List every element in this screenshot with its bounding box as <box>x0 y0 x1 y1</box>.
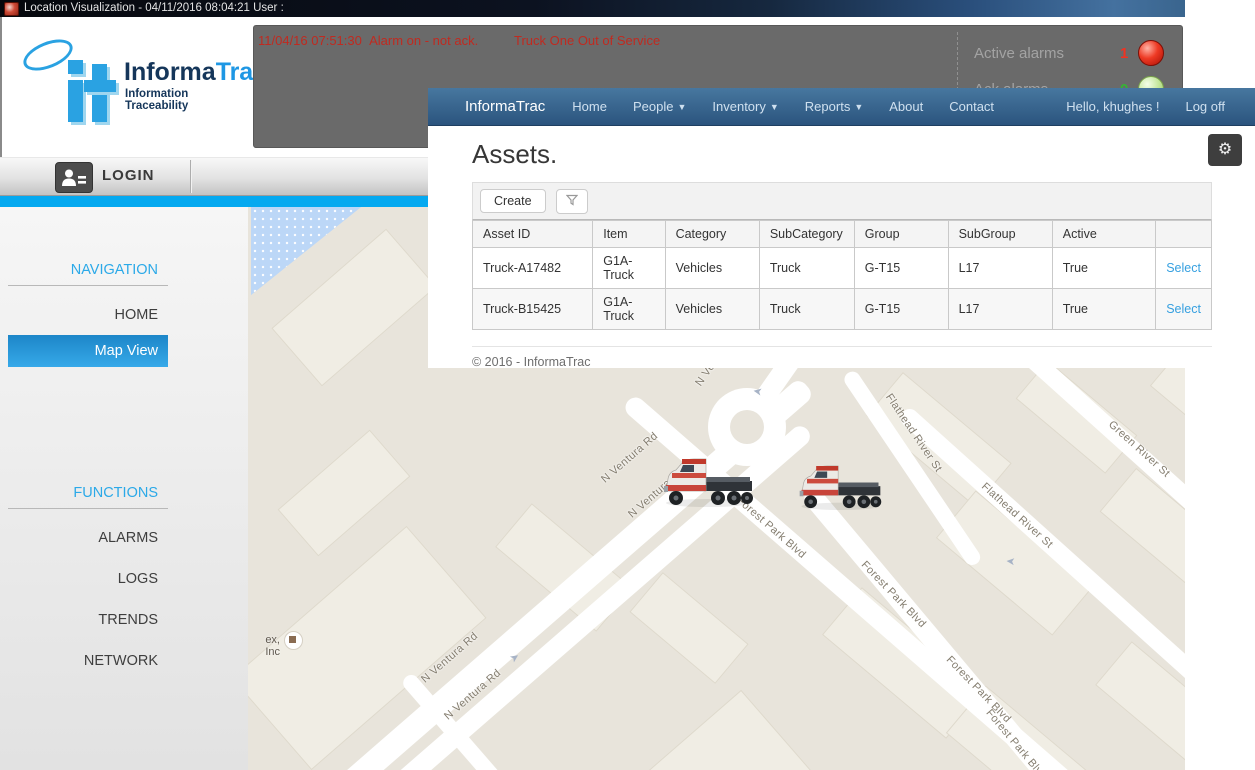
assets-page: Assets. Create Asset ID Item Category SubCa… <box>471 125 1212 369</box>
table-header-cell: SubGroup <box>947 220 1053 248</box>
navbar-menu-item[interactable]: Home▼ <box>572 99 607 114</box>
active-alarms-led-red <box>1138 40 1164 66</box>
active-alarms-count: 1 <box>1120 45 1129 62</box>
select-link[interactable]: Select <box>1166 261 1201 275</box>
navbar-brand[interactable]: InformaTrac <box>465 98 546 115</box>
filter-funnel-icon <box>565 194 579 206</box>
sidebar-nav-item[interactable]: HOME <box>114 307 159 323</box>
logo-brand-text: InformaTrac <box>124 58 268 86</box>
alarm-entry[interactable]: 11/04/16 07:51:30 Alarm on - not ack. Tr… <box>258 33 660 48</box>
sidebar: NAVIGATION HOME Map View FUNCTIONS ALARMS… <box>0 207 248 770</box>
navbar-menu-item[interactable]: Reports ▼ <box>804 99 864 114</box>
informatrac-logo: InformaTrac Information Traceability <box>10 33 267 134</box>
sidebar-section-navigation: NAVIGATION HOME Map View <box>6 262 168 367</box>
poi-marker[interactable] <box>284 631 303 650</box>
caret-down-icon: ▼ <box>677 102 687 112</box>
sidebar-function-item[interactable]: TRENDS <box>98 612 158 628</box>
sidebar-header-navigation: NAVIGATION <box>70 262 158 278</box>
caret-down-icon: ▼ <box>854 102 864 112</box>
table-header-cell: Asset ID <box>471 220 594 248</box>
table-header-cell <box>1155 220 1212 248</box>
map-building <box>1015 360 1138 474</box>
table-header-cell: SubCategory <box>758 220 855 248</box>
create-button[interactable]: Create <box>480 189 546 213</box>
sidebar-nav-item[interactable]: Map View <box>8 335 168 367</box>
map-building <box>629 572 749 684</box>
filter-button[interactable] <box>555 189 588 214</box>
gear-icon: ⚙ <box>1217 141 1233 158</box>
app-title-bar: Location Visualization - 04/11/2016 08:0… <box>0 0 1185 17</box>
alarm-panel-divider <box>957 32 958 140</box>
footer-rule <box>472 346 1212 347</box>
page-footer: © 2016 - InformaTrac <box>472 346 1212 369</box>
navbar-menu: Home▼ People▼ Inventory▼ Reports▼ About▼ Cont… <box>559 99 1007 114</box>
truck-marker[interactable] <box>796 464 884 512</box>
sidebar-header-functions: FUNCTIONS <box>73 485 158 501</box>
login-id-card-icon <box>55 162 93 193</box>
assets-toolbar: Create <box>472 182 1212 220</box>
navbar-menu-item[interactable]: Contact▼ <box>949 99 995 114</box>
assets-table: Asset ID Item Category SubCategory Group SubG… <box>471 220 1212 330</box>
table-row: Truck-B15425 G1A-Truck Vehicles Truck G-… <box>471 288 1212 330</box>
sidebar-function-item[interactable]: ALARMS <box>98 530 158 546</box>
alarm-entry-source: Truck One Out of Service <box>514 33 661 48</box>
table-header-cell: Category <box>664 220 760 248</box>
user-greeting-link[interactable]: Hello, khughes ! <box>1066 99 1160 114</box>
street-label: N Ventura Rd <box>599 429 661 486</box>
navbar-menu-item[interactable]: Inventory ▼ <box>712 99 779 114</box>
truck-marker[interactable] <box>660 457 756 509</box>
map-building <box>543 689 815 770</box>
alarm-entry-time-message: 11/04/16 07:51:30 Alarm on - not ack. <box>258 33 479 48</box>
sidebar-function-item[interactable]: LOGS <box>117 571 158 587</box>
table-header-cell: Item <box>592 220 666 248</box>
app-window-icon <box>4 2 19 16</box>
web-navbar: InformaTrac Home▼ People▼ Inventory▼ Report… <box>428 88 1255 126</box>
poi-label: ex, Inc <box>265 634 280 658</box>
select-link[interactable]: Select <box>1166 302 1201 316</box>
table-header-cell: Group <box>853 220 949 248</box>
sidebar-section-functions: FUNCTIONS ALARMS LOGS TRENDS NETWORK <box>6 485 168 673</box>
sidebar-rule <box>8 508 168 509</box>
copyright-text: © 2016 - InformaTrac <box>472 355 591 369</box>
caret-down-icon: ▼ <box>769 102 779 112</box>
toolbar-separator <box>190 160 192 193</box>
page-title: Assets. <box>472 139 558 169</box>
sidebar-function-item[interactable]: NETWORK <box>83 653 158 669</box>
active-alarms-label: Active alarms <box>974 45 1065 62</box>
table-header-row: Asset ID Item Category SubCategory Group SubG… <box>471 220 1212 248</box>
table-header-cell: Active <box>1051 220 1157 248</box>
one-way-arrow-icon: ➤ <box>1005 554 1016 568</box>
roundabout-island <box>730 410 764 444</box>
navbar-menu-item[interactable]: About▼ <box>889 99 924 114</box>
log-off-link[interactable]: Log off <box>1185 99 1225 114</box>
browser-window: InformaTrac Home▼ People▼ Inventory▼ Report… <box>428 88 1255 369</box>
sidebar-rule <box>8 285 168 286</box>
map-building <box>277 429 411 557</box>
table-row: Truck-A17482 G1A-Truck Vehicles Truck G-… <box>471 247 1212 289</box>
app-window-title: Location Visualization - 04/11/2016 08:0… <box>24 2 284 14</box>
logo-tagline: Information Traceability <box>125 88 189 112</box>
navbar-menu-item[interactable]: People ▼ <box>632 99 687 114</box>
settings-gear-button[interactable]: ⚙ <box>1208 134 1242 166</box>
login-button[interactable]: LOGIN <box>102 167 155 184</box>
one-way-arrow-icon: ➤ <box>507 650 523 666</box>
